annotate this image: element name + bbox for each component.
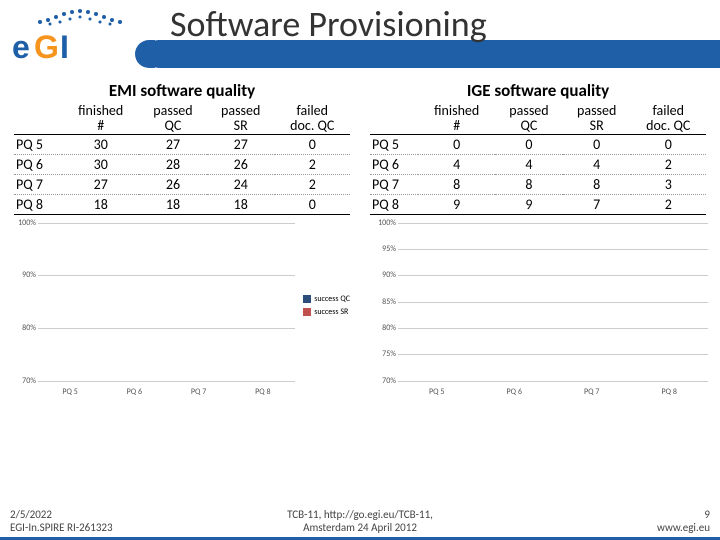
table-row: PQ 63028262 — [14, 154, 350, 174]
y-axis-label: 80% — [10, 323, 36, 333]
svg-text:I: I — [60, 29, 69, 65]
footer-page: 9 — [657, 508, 710, 521]
svg-text:e: e — [12, 29, 30, 65]
table-row: PQ 50000 — [370, 134, 706, 154]
x-axis-label: PQ 5 — [62, 387, 77, 397]
y-axis-label: 100% — [370, 218, 396, 228]
table-header: passedQC — [139, 103, 207, 134]
table-row: PQ 72726242 — [14, 174, 350, 194]
ige-panel-title: IGE software quality — [370, 80, 706, 101]
table-row: PQ 53027270 — [14, 134, 350, 154]
footer: 2/5/2022 EGI-In.SPIRE RI-261323 TCB-11, … — [0, 498, 720, 540]
page-title: Software Provisioning — [170, 2, 487, 46]
table-header: passedSR — [207, 103, 275, 134]
chart-row: 70% 80% 90% 100% PQ 5 PQ 6 PQ 7 PQ 8 success QC… — [0, 215, 720, 399]
table-header: passedQC — [495, 103, 563, 134]
y-axis-label: 85% — [370, 297, 396, 307]
ige-chart: 70% 75% 80% 85% 90% 95% 100% PQ 5 PQ 6 PQ 7 PQ 8 — [370, 219, 710, 399]
x-axis-label: PQ 6 — [507, 387, 522, 397]
footer-center-1: TCB-11, http://go.egi.eu/TCB-11, — [287, 508, 433, 521]
footer-center: TCB-11, http://go.egi.eu/TCB-11, Amsterd… — [287, 508, 433, 534]
table-row: PQ 78883 — [370, 174, 706, 194]
logo-dots-icon — [30, 2, 130, 26]
table-row: PQ 81818180 — [14, 194, 350, 214]
header: eGI Software Provisioning — [0, 0, 720, 72]
y-axis-label: 90% — [10, 270, 36, 280]
table-header: finished# — [62, 103, 139, 134]
y-axis-label: 100% — [10, 218, 36, 228]
ige-table: finished#passedQCpassedSRfaileddoc. QC P… — [370, 103, 706, 215]
emi-panel: EMI software quality finished#passedQCpa… — [14, 80, 350, 215]
y-axis-label: 90% — [370, 270, 396, 280]
emi-panel-title: EMI software quality — [14, 80, 350, 101]
emi-chart-legend: success QC success SR — [303, 294, 350, 320]
legend-label-qc: success QC — [314, 294, 350, 304]
x-axis-label: PQ 7 — [191, 387, 206, 397]
table-header — [370, 103, 418, 134]
y-axis-label: 80% — [370, 323, 396, 333]
emi-chart: 70% 80% 90% 100% PQ 5 PQ 6 PQ 7 PQ 8 success QC… — [10, 219, 350, 399]
footer-url: www.egi.eu — [657, 521, 710, 534]
emi-table: finished#passedQCpassedSRfaileddoc. QC P… — [14, 103, 350, 215]
table-row: PQ 64442 — [370, 154, 706, 174]
table-header — [14, 103, 62, 134]
content-row: EMI software quality finished#passedQCpa… — [0, 72, 720, 215]
footer-center-2: Amsterdam 24 April 2012 — [287, 521, 433, 534]
logo: eGI — [0, 0, 150, 72]
svg-text:G: G — [34, 29, 59, 65]
table-header: faileddoc. QC — [275, 103, 350, 134]
y-axis-label: 75% — [370, 349, 396, 359]
table-header: passedSR — [563, 103, 631, 134]
x-axis-label: PQ 7 — [584, 387, 599, 397]
logo-text-icon: eGI — [12, 28, 142, 73]
y-axis-label: 70% — [10, 376, 36, 386]
x-axis-label: PQ 6 — [127, 387, 142, 397]
x-axis-label: PQ 5 — [429, 387, 444, 397]
x-axis-label: PQ 8 — [255, 387, 270, 397]
ige-panel: IGE software quality finished#passedQCpa… — [370, 80, 706, 215]
y-axis-label: 70% — [370, 376, 396, 386]
table-row: PQ 89972 — [370, 194, 706, 214]
table-header: faileddoc. QC — [631, 103, 706, 134]
footer-left: 2/5/2022 EGI-In.SPIRE RI-261323 — [10, 508, 113, 534]
legend-label-sr: success SR — [314, 307, 348, 317]
footer-project: EGI-In.SPIRE RI-261323 — [10, 521, 113, 534]
footer-date: 2/5/2022 — [10, 508, 113, 521]
footer-right: 9 www.egi.eu — [657, 508, 710, 534]
y-axis-label: 95% — [370, 244, 396, 254]
x-axis-label: PQ 8 — [662, 387, 677, 397]
table-header: finished# — [418, 103, 495, 134]
